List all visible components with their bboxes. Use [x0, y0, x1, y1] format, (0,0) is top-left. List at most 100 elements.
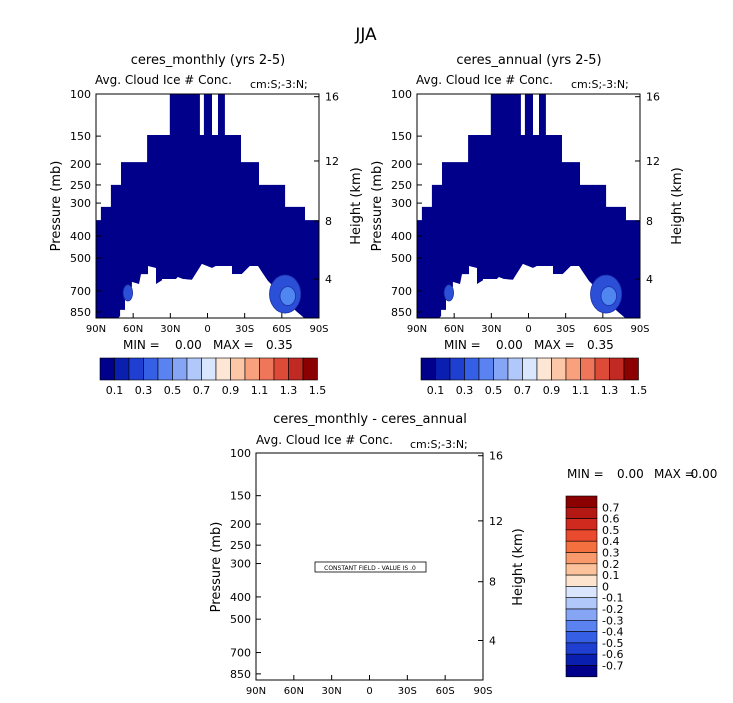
colorbar-swatch	[244, 357, 260, 381]
panel-1-max-label: MAX =	[213, 338, 254, 352]
panel-3-subtitle-left: Avg. Cloud Ice # Conc.	[256, 433, 393, 447]
y-tick-label: 100	[391, 88, 412, 101]
panel-3-ylabel-right: Height (km)	[511, 528, 526, 605]
colorbar-label: 1.3	[601, 384, 619, 397]
colorbar-swatch	[99, 357, 115, 381]
panel-2-ylabel-right: Height (km)	[670, 167, 685, 244]
colorbar-swatch	[565, 586, 598, 599]
x-tick-label: 30S	[235, 324, 254, 335]
colorbar-swatch	[565, 518, 598, 531]
panel-1-y-ticks-right: 16 12 8 4	[314, 91, 339, 286]
y-tick-label: 150	[230, 490, 251, 503]
colorbar-swatch	[478, 357, 494, 381]
cloud-ice-field	[417, 94, 640, 318]
colorbar-swatch	[565, 357, 581, 381]
panel-1-colorbar: 0.1 0.3 0.5 0.7 0.9 1.1 1.3 1.5	[99, 357, 327, 397]
colorbar-swatch	[565, 540, 598, 553]
colorbar-label: 0.1	[106, 384, 124, 397]
colorbar-swatch	[128, 357, 144, 381]
panel-2-max-label: MAX =	[534, 338, 575, 352]
colorbar-swatch	[565, 619, 598, 632]
y-tick-label: 200	[230, 518, 251, 531]
panel-2-x-ticks: 90N 60N 30N 0 30S 60S 90S	[407, 313, 650, 335]
colorbar-swatch	[507, 357, 523, 381]
colorbar-label: 1.5	[309, 384, 327, 397]
colorbar-label: 0.4	[602, 535, 620, 548]
panel-1-subtitle-left: Avg. Cloud Ice # Conc.	[95, 73, 232, 87]
panel-2-field	[417, 94, 640, 318]
panel-3-min-value: 0.00	[617, 467, 644, 481]
colorbar-label: -0.7	[602, 660, 623, 673]
colorbar-swatch	[580, 357, 596, 381]
x-tick-label: 90N	[407, 324, 427, 335]
colorbar-label: 0.6	[602, 513, 620, 526]
y-tick-label: 500	[230, 613, 251, 626]
y-tick-label: 700	[70, 285, 91, 298]
colorbar-label: 1.5	[630, 384, 648, 397]
colorbar-label: 0.3	[602, 547, 620, 560]
y-tick-label: 150	[70, 130, 91, 143]
y-right-tick-label: 4	[489, 635, 496, 648]
colorbar-swatch	[551, 357, 567, 381]
colorbar-label: -0.2	[602, 603, 623, 616]
x-tick-label: 30N	[481, 324, 501, 335]
colorbar-label: -0.3	[602, 614, 623, 627]
constant-field-box	[314, 561, 427, 573]
colorbar-label: -0.4	[602, 626, 623, 639]
panel-3-ylabel: Pressure (mb)	[209, 522, 224, 613]
colorbar-label: 0	[602, 580, 609, 593]
colorbar-swatch	[565, 574, 598, 587]
panel-3-title: ceres_monthly - ceres_annual	[273, 412, 467, 427]
panel-2-title: ceres_annual (yrs 2-5)	[456, 53, 601, 68]
y-tick-label: 250	[391, 179, 412, 192]
panel-2-subtitle-left: Avg. Cloud Ice # Conc.	[416, 73, 553, 87]
y-tick-label: 850	[230, 668, 251, 681]
missing-data-region	[483, 264, 626, 318]
colorbar-swatch	[565, 665, 598, 678]
y-tick-label: 250	[230, 539, 251, 552]
colorbar-swatch	[565, 608, 598, 621]
panel-difference: ceres_monthly - ceres_annual Avg. Cloud …	[209, 412, 717, 697]
panel-3-max-value: 0.00	[691, 467, 718, 481]
colorbar-label: 0.9	[222, 384, 240, 397]
y-tick-label: 300	[230, 558, 251, 571]
colorbar-label: 0.7	[193, 384, 211, 397]
y-right-tick-label: 8	[325, 215, 332, 228]
colorbar-swatch	[302, 357, 318, 381]
panel-2-min-label: MIN =	[444, 338, 481, 352]
panel-3-y-ticks: 100 150 200 250 300 400 500 700 850	[230, 447, 261, 681]
y-right-tick-label: 12	[489, 515, 503, 528]
colorbar-swatch	[522, 357, 538, 381]
colorbar-swatch	[609, 357, 625, 381]
panel-1-min-label: MIN =	[123, 338, 160, 352]
panel-2-max-value: 0.35	[587, 338, 614, 352]
colorbar-label: -0.1	[602, 592, 623, 605]
y-tick-label: 300	[70, 197, 91, 210]
colorbar-label: 0.1	[602, 569, 620, 582]
colorbar-label: 0.3	[135, 384, 153, 397]
colorbar-swatch	[565, 529, 598, 542]
colorbar-label: 0.1	[427, 384, 445, 397]
y-tick-label: 200	[70, 158, 91, 171]
y-tick-label: 850	[70, 306, 91, 319]
x-tick-label: 30S	[556, 324, 575, 335]
x-tick-label: 90S	[473, 686, 492, 697]
x-tick-label: 90N	[86, 324, 106, 335]
panel-2-ylabel: Pressure (mb)	[370, 161, 385, 252]
colorbar-swatch	[449, 357, 465, 381]
panel-3-subtitle-right: cm:S;-3:N;	[410, 438, 468, 451]
panel-2-min-value: 0.00	[496, 338, 523, 352]
panel-1-max-value: 0.35	[266, 338, 293, 352]
colorbar-swatch	[565, 495, 598, 508]
colorbar-swatch	[565, 642, 598, 655]
panel-2-y-ticks: 100 150 200 250 300 400 500 700 850	[391, 88, 422, 319]
colorbar-label: 0.9	[543, 384, 561, 397]
y-right-tick-label: 8	[489, 576, 496, 589]
colorbar-label: 1.3	[280, 384, 298, 397]
panel-2-y-ticks-right: 16 12 8 4	[635, 91, 660, 286]
constant-field-annotation: CONSTANT FIELD - VALUE IS .0	[324, 565, 416, 572]
x-tick-label: 60S	[272, 324, 291, 335]
panel-ceres-annual: ceres_annual (yrs 2-5) Avg. Cloud Ice # …	[370, 53, 685, 397]
panel-1-min-value: 0.00	[175, 338, 202, 352]
x-tick-label: 90N	[246, 686, 266, 697]
